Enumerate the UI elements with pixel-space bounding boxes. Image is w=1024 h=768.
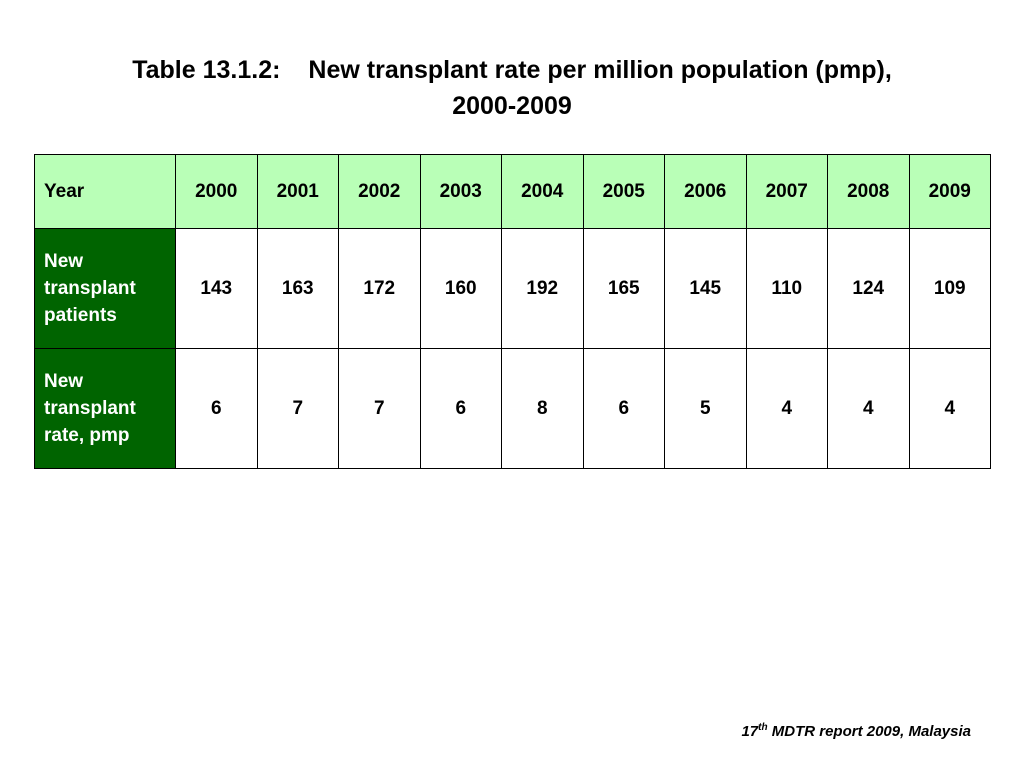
table-title-text: New transplant rate per million populati… [308,56,892,84]
footnote-superscript: th [758,722,768,733]
table-cell: 8 [501,348,584,469]
table-cell: 6 [419,348,502,469]
header-cell: 2008 [827,154,910,229]
table-cell: 5 [664,348,747,469]
table-cell: 145 [664,228,747,349]
table-cell: 143 [175,228,258,349]
table-row-patients: New transplant patients 143 163 172 160 … [34,228,991,349]
table-cell: 4 [908,348,991,469]
footnote-number: 17 [741,723,759,740]
table-cell: 172 [338,228,421,349]
table-cell: 7 [338,348,421,469]
table-cell: 110 [745,228,828,349]
table-cell: 124 [827,228,910,349]
page-title: Table 13.1.2: New transplant rate per mil… [0,52,1024,124]
table-cell: 7 [256,348,339,469]
table-cell: 165 [582,228,665,349]
header-cell: 2006 [664,154,747,229]
table-header-row: Year 2000 2001 2002 2003 2004 2005 2006 … [34,154,991,229]
source-footnote: 17th MDTR report 2009, Malaysia [741,722,971,740]
header-cell-year: Year [34,154,176,229]
table-title-years: 2000-2009 [452,92,572,120]
table-cell: 109 [908,228,991,349]
header-cell: 2001 [256,154,339,229]
header-cell: 2007 [745,154,828,229]
table-cell: 192 [501,228,584,349]
header-cell: 2004 [501,154,584,229]
header-cell: 2003 [419,154,502,229]
table-cell: 4 [745,348,828,469]
table-number: Table 13.1.2: [132,56,281,84]
row-label: New transplant patients [34,228,176,349]
header-cell: 2005 [582,154,665,229]
header-cell: 2002 [338,154,421,229]
row-label: New transplant rate, pmp [34,348,176,469]
table-cell: 163 [256,228,339,349]
table-cell: 4 [827,348,910,469]
footnote-text: MDTR report 2009, Malaysia [767,723,971,740]
transplant-rate-table: Year 2000 2001 2002 2003 2004 2005 2006 … [34,154,991,469]
table-cell: 6 [582,348,665,469]
header-cell: 2000 [175,154,258,229]
table-row-rate: New transplant rate, pmp 6 7 7 6 8 6 5 4… [34,348,991,469]
table-cell: 160 [419,228,502,349]
header-cell: 2009 [908,154,991,229]
table-cell: 6 [175,348,258,469]
